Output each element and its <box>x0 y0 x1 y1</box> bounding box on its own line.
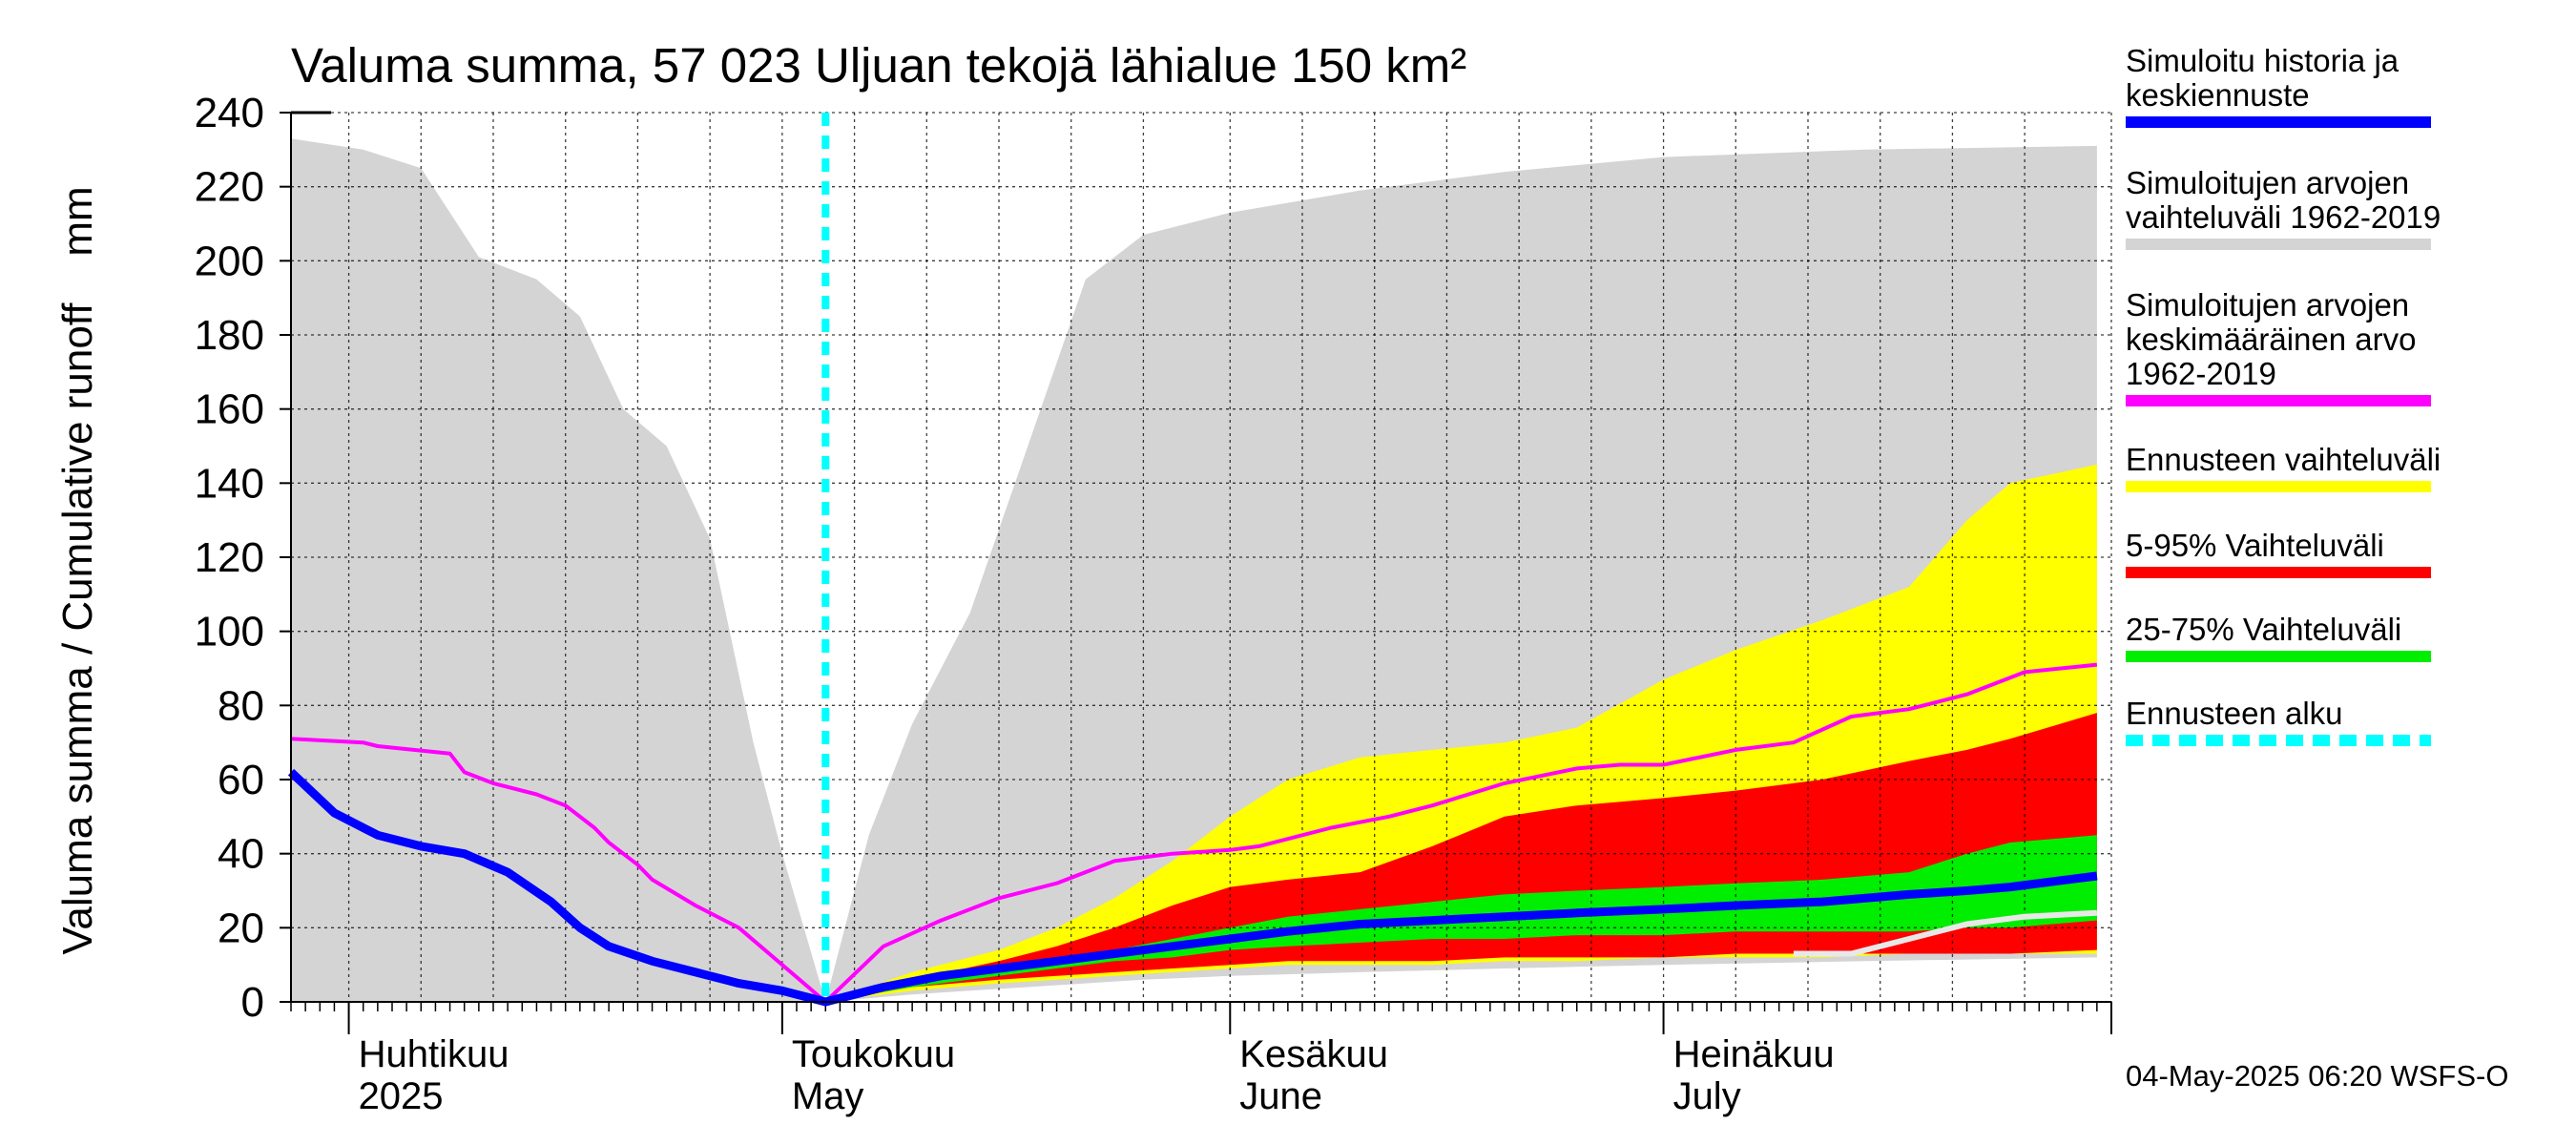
legend-label: 25-75% Vaihteluväli <box>2126 612 2402 647</box>
legend-item: Ennusteen alku <box>2126 697 2450 746</box>
month-label: Heinäkuu <box>1673 1033 1835 1075</box>
chart-legend: Simuloitu historia ja keskiennuste Simulo… <box>2126 44 2450 746</box>
y-tick-label: 40 <box>218 831 264 878</box>
legend-item: Simuloitujen arvojen vaihteluväli 1962-2… <box>2126 166 2450 250</box>
legend-label: Ennusteen vaihteluväli <box>2126 442 2441 477</box>
legend-item: Simuloitujen arvojen keskimääräinen arvo… <box>2126 288 2450 406</box>
series-simuloitujen-arvojen-keskim-r-inen-arvo-1962-2019 <box>290 662 2098 1004</box>
month-label: Huhtikuu <box>359 1033 509 1075</box>
y-tick-label: 200 <box>195 238 264 284</box>
y-tick-label: 0 <box>241 979 264 1026</box>
legend-swatch <box>2126 395 2431 406</box>
legend-item: 5-95% Vaihteluväli <box>2126 529 2450 578</box>
y-tick-label: 160 <box>195 386 264 433</box>
y-tick-label: 120 <box>195 534 264 581</box>
month-sublabel: 2025 <box>359 1075 444 1117</box>
y-tick-label: 180 <box>195 312 264 359</box>
series-simuloitu-historia-ja-keskiennuste <box>287 768 2098 1007</box>
y-tick-label: 140 <box>195 460 264 507</box>
legend-label: Simuloitujen arvojen keskimääräinen arvo… <box>2126 287 2417 391</box>
legend-label: Simuloitujen arvojen vaihteluväli 1962-2… <box>2126 165 2441 235</box>
footer-timestamp: 04-May-2025 06:20 WSFS-O <box>2126 1059 2509 1093</box>
legend-swatch <box>2126 735 2431 746</box>
month-sublabel: June <box>1239 1075 1322 1117</box>
month-sublabel: May <box>792 1075 864 1117</box>
month-label: Toukokuu <box>792 1033 955 1075</box>
legend-swatch <box>2126 239 2431 250</box>
legend-swatch <box>2126 481 2431 492</box>
y-axis-label: Valuma summa / Cumulative runoff mm <box>54 186 101 954</box>
month-sublabel: July <box>1673 1075 1741 1117</box>
legend-swatch <box>2126 116 2431 128</box>
legend-item: 25-75% Vaihteluväli <box>2126 613 2450 662</box>
legend-label: Simuloitu historia ja keskiennuste <box>2126 43 2399 113</box>
y-tick-label: 220 <box>195 164 264 211</box>
month-label: Kesäkuu <box>1239 1033 1388 1075</box>
legend-label: Ennusteen alku <box>2126 696 2343 731</box>
y-tick-label: 80 <box>218 682 264 729</box>
y-tick-label: 60 <box>218 757 264 803</box>
y-tick-label: 240 <box>195 90 264 136</box>
y-tick-label: 20 <box>218 905 264 951</box>
legend-label: 5-95% Vaihteluväli <box>2126 528 2384 563</box>
legend-item: Ennusteen vaihteluväli <box>2126 443 2450 492</box>
series-2 <box>1793 909 2098 957</box>
legend-swatch <box>2126 651 2431 662</box>
y-tick-label: 100 <box>195 609 264 656</box>
chart-title: Valuma summa, 57 023 Uljuan tekojä lähia… <box>291 38 1466 93</box>
legend-swatch <box>2126 567 2431 578</box>
legend-item: Simuloitu historia ja keskiennuste <box>2126 44 2450 128</box>
